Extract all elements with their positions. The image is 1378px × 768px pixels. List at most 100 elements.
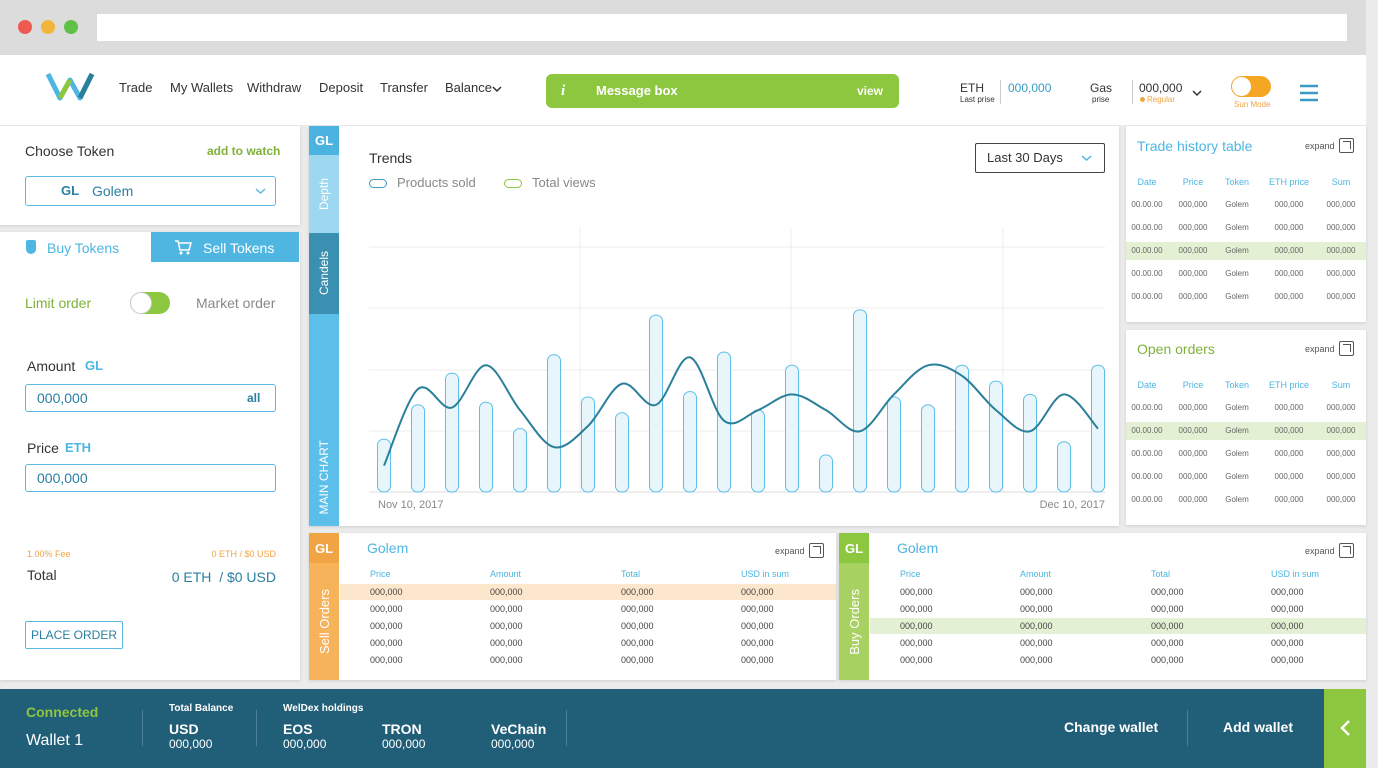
expand-icon[interactable] (809, 543, 824, 558)
cell: 000,000 (1326, 495, 1356, 504)
address-bar[interactable] (97, 14, 1347, 41)
balance-currency: USD (169, 721, 199, 737)
column-header: Total (1151, 569, 1171, 579)
amount-input[interactable] (25, 384, 276, 412)
chevron[interactable] (1192, 89, 1202, 97)
cell: 00.00.00 (1131, 472, 1163, 481)
minimize-dot[interactable] (41, 20, 55, 34)
cell: 000,000 (900, 587, 933, 597)
place-order-button[interactable]: PLACE ORDER (25, 621, 123, 649)
watch-link[interactable]: add to watch (207, 144, 281, 158)
bar (581, 396, 595, 493)
legend-label[interactable]: Total views (532, 175, 596, 190)
expand-icon[interactable] (1339, 543, 1354, 558)
price-value: 000,000 (37, 470, 88, 486)
cell: 000,000 (621, 587, 654, 597)
sell-tab-label: Sell Tokens (203, 240, 275, 256)
cell: 00.00.00 (1131, 403, 1163, 412)
buy-tab[interactable]: Buy Tokens (47, 240, 120, 256)
amount-value: 000,000 (37, 390, 88, 406)
all-button[interactable]: all (247, 391, 261, 405)
divider (1187, 710, 1188, 746)
bar (955, 364, 969, 493)
cell: 000,000 (741, 655, 774, 665)
chevron (1081, 155, 1092, 162)
message-box[interactable] (546, 74, 899, 108)
cell: Golem (1225, 403, 1249, 412)
period-select[interactable] (975, 143, 1105, 173)
chart-tab[interactable]: MAIN CHART (309, 314, 339, 526)
nav-item[interactable]: Balance (445, 80, 492, 95)
cell: 000,000 (621, 604, 654, 614)
bar (751, 409, 765, 493)
cell: 000,000 (1178, 246, 1208, 255)
cell: 000,000 (1178, 292, 1208, 301)
limit-label[interactable]: Limit order (25, 295, 92, 311)
column-header: Token (1224, 380, 1250, 390)
logo[interactable] (46, 70, 96, 102)
chart-tab[interactable]: Depth (309, 155, 339, 233)
balance-value: 000,000 (169, 737, 213, 751)
nav-item[interactable]: Deposit (319, 80, 364, 95)
row-highlight (1126, 242, 1366, 260)
nav-item[interactable]: Transfer (380, 80, 428, 95)
zoom-dot[interactable] (64, 20, 78, 34)
add-wallet-button[interactable]: Add wallet (1223, 719, 1294, 735)
nav-item[interactable]: My Wallets (170, 80, 234, 95)
cell: 000,000 (1274, 292, 1304, 301)
bar (445, 372, 459, 493)
token-name: Golem (92, 183, 134, 199)
cell: Golem (1225, 426, 1249, 435)
eth-value: 000,000 (1008, 81, 1052, 95)
legend-swatch (504, 179, 522, 188)
cell: 000,000 (1326, 269, 1356, 278)
table-title: Open orders (1137, 341, 1215, 357)
token-card (0, 126, 300, 225)
sell-tab[interactable] (151, 232, 299, 262)
expand-icon[interactable] (1339, 341, 1354, 356)
bar (853, 309, 867, 493)
cell: 000,000 (621, 638, 654, 648)
menu-icon[interactable] (1299, 84, 1319, 102)
sell-orders-card (309, 533, 836, 680)
holding-value: 000,000 (382, 737, 426, 751)
eth-label: ETH (960, 81, 984, 95)
market-label[interactable]: Market order (196, 295, 276, 311)
cell: Golem (1225, 200, 1249, 209)
cell: 000,000 (1274, 426, 1304, 435)
close-dot[interactable] (18, 20, 32, 34)
eth-sublabel: Last prise (960, 95, 995, 104)
cell: 000,000 (1274, 269, 1304, 278)
nav-item[interactable]: Trade (119, 80, 153, 95)
bar (1023, 393, 1037, 493)
expand-icon[interactable] (1339, 138, 1354, 153)
collapse-button[interactable] (1324, 689, 1366, 768)
expand-label[interactable]: expand (775, 546, 805, 556)
card-title: Choose Token (25, 143, 115, 159)
price-input[interactable] (25, 464, 276, 492)
expand-label[interactable]: expand (1305, 344, 1335, 354)
price-label: Price (27, 440, 59, 456)
token-select[interactable] (25, 176, 276, 206)
holding-name: EOS (283, 721, 313, 737)
expand-label[interactable]: expand (1305, 546, 1335, 556)
column-header: ETH price (1268, 380, 1309, 390)
divider (256, 710, 257, 746)
column-header: ETH price (1268, 177, 1309, 187)
nav-item[interactable]: Withdraw (247, 80, 302, 95)
chart-tab[interactable]: Candels (309, 233, 339, 314)
change-wallet-button[interactable]: Change wallet (1064, 719, 1159, 735)
column-header: Price (370, 569, 391, 579)
message-view[interactable]: view (857, 84, 884, 98)
cell: 000,000 (370, 587, 403, 597)
chart-tab[interactable]: GL (309, 126, 339, 155)
cell: 000,000 (1326, 200, 1356, 209)
bar (649, 314, 663, 493)
expand-label[interactable]: expand (1305, 141, 1335, 151)
legend-label[interactable]: Products sold (397, 175, 476, 190)
column-header: Token (1224, 177, 1250, 187)
column-header: Sum (1331, 177, 1351, 187)
token-symbol: GL (61, 183, 80, 198)
cell: 000,000 (1178, 269, 1208, 278)
cell: 000,000 (1151, 587, 1184, 597)
